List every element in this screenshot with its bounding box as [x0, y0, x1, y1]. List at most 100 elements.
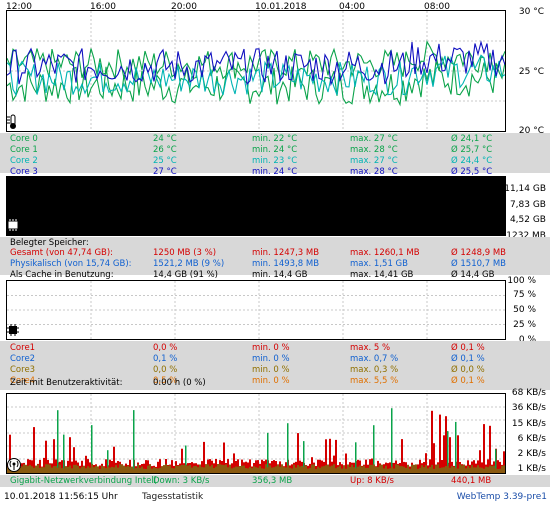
network-up-bar — [237, 459, 239, 473]
memory-row-cur: 1521,2 MB (9 %) — [153, 259, 225, 269]
network-overlap-bar — [365, 467, 367, 473]
network-overlap-bar — [97, 466, 99, 473]
memory-row-max: max. 1260,1 MB — [350, 248, 420, 258]
network-up-bar — [357, 459, 359, 473]
network-overlap-bar — [491, 465, 493, 473]
network-overlap-bar — [447, 465, 449, 473]
network-overlap-bar — [183, 464, 185, 473]
network-overlap-bar — [167, 465, 169, 473]
network-overlap-bar — [143, 468, 145, 473]
temp-row-avg: Ø 24,4 °C — [451, 156, 493, 166]
network-overlap-bar — [305, 465, 307, 473]
cpu-row-name: Core3 — [10, 365, 36, 375]
cpu-plot — [7, 281, 505, 339]
network-overlap-bar — [229, 464, 231, 473]
network-overlap-bar — [165, 464, 167, 473]
network-up-bar — [247, 462, 249, 473]
network-overlap-bar — [437, 464, 439, 473]
network-overlap-bar — [123, 465, 125, 473]
network-overlap-bar — [91, 464, 93, 473]
network-up-bar — [87, 459, 89, 473]
temp-row-name: Core 3 — [10, 167, 38, 177]
temp-y-label: 30 °C — [518, 7, 544, 17]
network-down-bar — [495, 449, 497, 473]
network-overlap-bar — [373, 464, 375, 473]
network-overlap-bar — [61, 468, 63, 473]
network-up-bar — [45, 440, 47, 473]
network-overlap-bar — [343, 465, 345, 473]
network-overlap-bar — [487, 467, 489, 473]
network-up-bar — [117, 461, 119, 473]
network-name: Gigabit-Netzwerkverbindung Intel( — [10, 476, 157, 486]
network-overlap-bar — [113, 467, 115, 473]
network-overlap-bar — [329, 466, 331, 473]
network-up-bar — [377, 460, 379, 473]
network-overlap-bar — [281, 464, 283, 473]
temp-row-avg: Ø 25,7 °C — [451, 145, 493, 155]
network-overlap-bar — [169, 465, 171, 473]
time-label: 10.01.2018 — [255, 2, 307, 12]
network-up-bar — [393, 462, 395, 473]
temp-row-avg: Ø 25,5 °C — [451, 167, 493, 177]
temp-row-max: max. 28 °C — [350, 145, 398, 155]
network-up-bar — [317, 459, 319, 473]
network-overlap-bar — [309, 468, 311, 473]
network-overlap-bar — [317, 466, 319, 473]
network-overlap-bar — [147, 465, 149, 473]
cpu-row-max: max. 5 % — [350, 343, 391, 353]
network-overlap-bar — [25, 464, 27, 473]
network-overlap-bar — [325, 465, 327, 473]
network-overlap-bar — [393, 468, 395, 473]
network-up-bar — [439, 414, 441, 473]
network-overlap-bar — [489, 465, 491, 473]
network-down-total: 356,3 MB — [252, 476, 293, 486]
network-overlap-bar — [173, 468, 175, 473]
network-overlap-bar — [39, 467, 41, 473]
network-overlap-bar — [421, 465, 423, 473]
network-up-bar — [479, 450, 481, 473]
network-overlap-bar — [41, 467, 43, 473]
network-overlap-bar — [467, 466, 469, 473]
memory-chip-icon — [6, 218, 20, 235]
network-overlap-bar — [131, 466, 133, 473]
network-overlap-bar — [149, 464, 151, 473]
network-up-bar — [295, 461, 297, 473]
network-down-bar — [267, 432, 269, 473]
memory-row-max: max. 14,41 GB — [350, 270, 414, 280]
network-overlap-bar — [241, 465, 243, 473]
network-overlap-bar — [475, 467, 477, 473]
network-overlap-bar — [19, 467, 21, 473]
network-overlap-bar — [45, 464, 47, 473]
network-overlap-bar — [239, 466, 241, 473]
network-overlap-bar — [191, 467, 193, 473]
network-overlap-bar — [443, 467, 445, 473]
network-overlap-bar — [477, 465, 479, 473]
temp-series-line — [7, 54, 505, 97]
version-link[interactable]: WebTemp 3.39-pre1 — [456, 492, 547, 502]
network-overlap-bar — [247, 468, 249, 473]
network-overlap-bar — [429, 467, 431, 473]
network-overlap-bar — [213, 468, 215, 473]
network-stats-panel — [0, 475, 550, 487]
network-up-bar — [81, 460, 83, 473]
temp-row-avg: Ø 24,1 °C — [451, 134, 493, 144]
network-overlap-bar — [413, 464, 415, 473]
network-overlap-bar — [251, 468, 253, 473]
network-overlap-bar — [95, 465, 97, 473]
network-overlap-bar — [427, 468, 429, 473]
time-label: 08:00 — [424, 2, 450, 12]
network-overlap-bar — [217, 464, 219, 473]
memory-row-avg: Ø 14,4 GB — [451, 270, 495, 280]
daily-stats-link[interactable]: Tagesstatistik — [142, 492, 204, 502]
network-up-bar — [497, 460, 499, 473]
network-up-bar — [329, 438, 331, 473]
network-overlap-bar — [381, 464, 383, 473]
network-up-bar — [273, 460, 275, 473]
network-overlap-bar — [49, 464, 51, 473]
network-overlap-bar — [211, 464, 213, 473]
network-overlap-bar — [397, 464, 399, 473]
cpu-row-max: max. 0,3 % — [350, 365, 399, 375]
network-down-bar — [91, 425, 93, 473]
network-y-label: 15 KB/s — [511, 419, 546, 429]
cpu-row-min: min. 0 % — [252, 365, 290, 375]
